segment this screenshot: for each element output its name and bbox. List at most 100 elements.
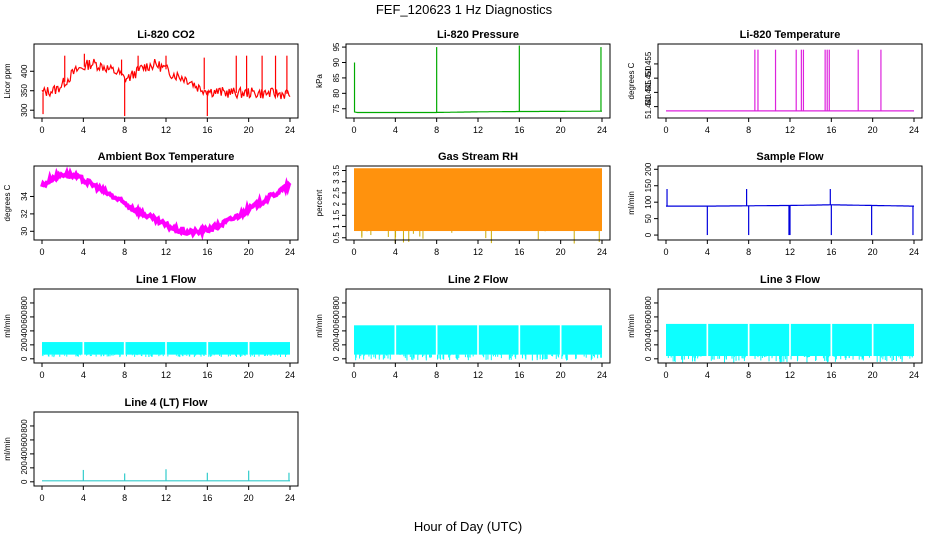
x-tick-label: 16 <box>826 247 836 257</box>
x-tick-label: 16 <box>514 247 524 257</box>
x-tick-label: 16 <box>514 125 524 135</box>
x-tick-label: 8 <box>122 370 127 380</box>
x-tick-label: 8 <box>746 247 751 257</box>
x-tick-label: 0 <box>39 493 44 503</box>
y-tick-label: 200 <box>644 162 653 176</box>
flow-band <box>749 323 790 357</box>
x-tick-label: 24 <box>285 125 295 135</box>
chart-title: Li-820 Temperature <box>740 29 841 41</box>
x-tick-label: 8 <box>122 493 127 503</box>
y-tick-label: 0 <box>332 356 341 361</box>
x-tick-label: 12 <box>161 247 171 257</box>
flow-band <box>208 342 248 355</box>
y-tick-label: 85 <box>332 73 341 82</box>
x-tick-label: 0 <box>663 247 668 257</box>
x-tick-label: 0 <box>39 247 44 257</box>
y-axis-label: ml/min <box>3 437 12 461</box>
x-tick-label: 12 <box>785 370 795 380</box>
plot-frame <box>657 43 923 119</box>
y-tick-label: 800 <box>20 296 29 310</box>
y-tick-label: 200 <box>20 338 29 352</box>
x-tick-label: 24 <box>909 370 919 380</box>
x-tick-label: 4 <box>705 370 710 380</box>
chart-panel: Ambient Box Temperature degrees C 0 4 8 12 16 2… <box>3 151 299 257</box>
x-tick-label: 12 <box>785 125 795 135</box>
x-tick-label: 8 <box>434 370 439 380</box>
y-tick-label: 300 <box>20 103 29 117</box>
chart-panel: Line 4 (LT) Flow ml/min 0 4 8 12 16 20 24 0 200400… <box>3 397 299 503</box>
y-axis-label: degrees C <box>627 62 636 99</box>
x-tick-label: 24 <box>597 247 607 257</box>
chart-panel: Line 2 Flow ml/min 0 4 8 12 16 20 24 0 20040060080… <box>315 274 611 380</box>
y-tick-label: 51.440 <box>644 94 653 119</box>
x-tick-label: 20 <box>868 125 878 135</box>
x-tick-label: 12 <box>473 370 483 380</box>
y-tick-label: 1 <box>332 224 341 229</box>
y-tick-label: 51.450 <box>644 65 653 90</box>
x-tick-label: 12 <box>785 247 795 257</box>
y-tick-label: 0 <box>20 479 29 484</box>
x-tick-label: 24 <box>285 493 295 503</box>
x-tick-label: 20 <box>244 125 254 135</box>
plot-data <box>353 45 602 114</box>
y-tick-label: 90 <box>332 58 341 67</box>
x-tick-label: 20 <box>244 493 254 503</box>
chart-panel: Li-820 CO2 Licor ppm 0 4 8 12 16 20 24 300 350 400 <box>3 29 299 135</box>
x-tick-label: 0 <box>351 125 356 135</box>
plot-data <box>666 189 914 236</box>
x-tick-label: 24 <box>285 247 295 257</box>
flow-band <box>561 325 602 355</box>
chart-title: Sample Flow <box>756 151 824 163</box>
chart-title: Li-820 Pressure <box>437 29 519 41</box>
y-tick-label: 0 <box>644 356 653 361</box>
x-tick-label: 20 <box>556 370 566 380</box>
flow-band <box>520 325 560 355</box>
flow-band <box>437 325 478 355</box>
y-axis-label: Licor ppm <box>3 63 12 98</box>
x-tick-label: 0 <box>39 370 44 380</box>
y-tick-label: 50 <box>644 214 653 223</box>
y-tick-label: 350 <box>20 84 29 98</box>
x-tick-label: 4 <box>81 370 86 380</box>
x-tick-label: 0 <box>663 370 668 380</box>
y-axis-label: kPa <box>315 74 324 88</box>
plot-data <box>41 53 291 117</box>
y-tick-label: 150 <box>644 179 653 193</box>
flow-band <box>873 323 914 357</box>
y-tick-label: 600 <box>20 433 29 447</box>
y-tick-label: 400 <box>20 64 29 78</box>
y-tick-label: 95 <box>332 42 341 51</box>
y-tick-label: 3.5 <box>332 164 341 176</box>
flow-band <box>666 323 707 357</box>
y-axis-label: ml/min <box>3 314 12 338</box>
y-tick-label: 800 <box>332 296 341 310</box>
x-tick-label: 20 <box>868 247 878 257</box>
chart-title: Line 3 Flow <box>760 274 820 286</box>
series-line <box>353 110 602 114</box>
y-axis-label: percent <box>315 189 324 216</box>
chart-panel: Li-820 Pressure kPa 0 4 8 12 16 20 24 75 80 85 90 95 <box>315 29 611 135</box>
x-tick-label: 12 <box>161 125 171 135</box>
y-tick-label: 51.445 <box>644 80 653 105</box>
x-tick-label: 0 <box>351 247 356 257</box>
flow-band <box>396 325 436 355</box>
y-tick-label: 800 <box>20 419 29 433</box>
plot-frame <box>33 43 299 119</box>
y-tick-label: 600 <box>20 310 29 324</box>
x-tick-label: 4 <box>393 370 398 380</box>
y-tick-label: 200 <box>20 461 29 475</box>
y-tick-label: 34 <box>20 191 29 200</box>
y-tick-label: 1.5 <box>332 209 341 221</box>
y-axis-label: ml/min <box>627 191 636 215</box>
chart-title: Gas Stream RH <box>438 151 518 163</box>
y-tick-label: 3 <box>332 179 341 184</box>
chart-panel: Gas Stream RH percent 0 4 8 12 16 20 24 0.5 1 1.5 2 2… <box>315 151 611 257</box>
chart-title: Line 4 (LT) Flow <box>125 397 208 409</box>
x-tick-label: 4 <box>81 493 86 503</box>
plot-data <box>354 168 602 244</box>
figure-title: FEF_120623 1 Hz Diagnostics <box>376 2 553 17</box>
x-tick-label: 16 <box>826 370 836 380</box>
figure-xlabel: Hour of Day (UTC) <box>414 519 522 534</box>
